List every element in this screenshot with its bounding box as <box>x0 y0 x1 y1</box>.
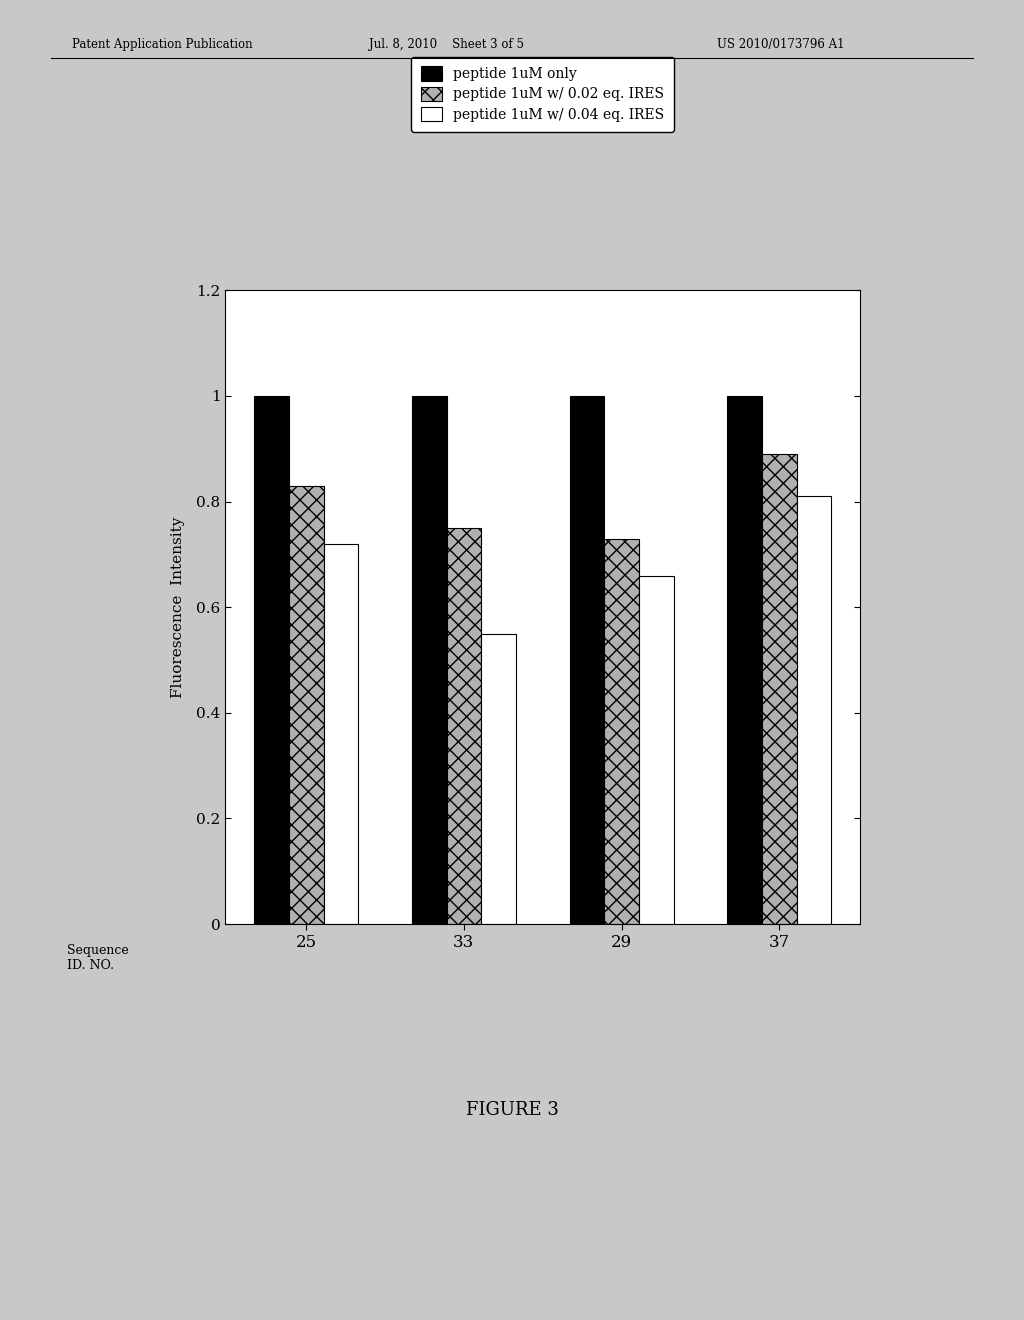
Bar <box>289 486 324 924</box>
Bar <box>254 396 289 924</box>
Text: Jul. 8, 2010    Sheet 3 of 5: Jul. 8, 2010 Sheet 3 of 5 <box>369 37 523 50</box>
Bar <box>446 528 481 924</box>
Y-axis label: Fluorescence  Intensity: Fluorescence Intensity <box>171 516 185 698</box>
Bar <box>412 396 446 924</box>
Text: US 2010/0173796 A1: US 2010/0173796 A1 <box>717 37 845 50</box>
Bar <box>481 634 516 924</box>
Bar <box>762 454 797 924</box>
Text: Sequence
ID. NO.: Sequence ID. NO. <box>67 944 128 972</box>
Bar <box>727 396 762 924</box>
Bar <box>604 539 639 924</box>
Bar <box>797 496 831 924</box>
Text: Patent Application Publication: Patent Application Publication <box>72 37 252 50</box>
Bar <box>324 544 358 924</box>
Legend: peptide 1uM only, peptide 1uM w/ 0.02 eq. IRES, peptide 1uM w/ 0.04 eq. IRES: peptide 1uM only, peptide 1uM w/ 0.02 eq… <box>412 57 674 132</box>
Text: FIGURE 3: FIGURE 3 <box>466 1101 558 1119</box>
Bar <box>569 396 604 924</box>
Bar <box>639 576 674 924</box>
